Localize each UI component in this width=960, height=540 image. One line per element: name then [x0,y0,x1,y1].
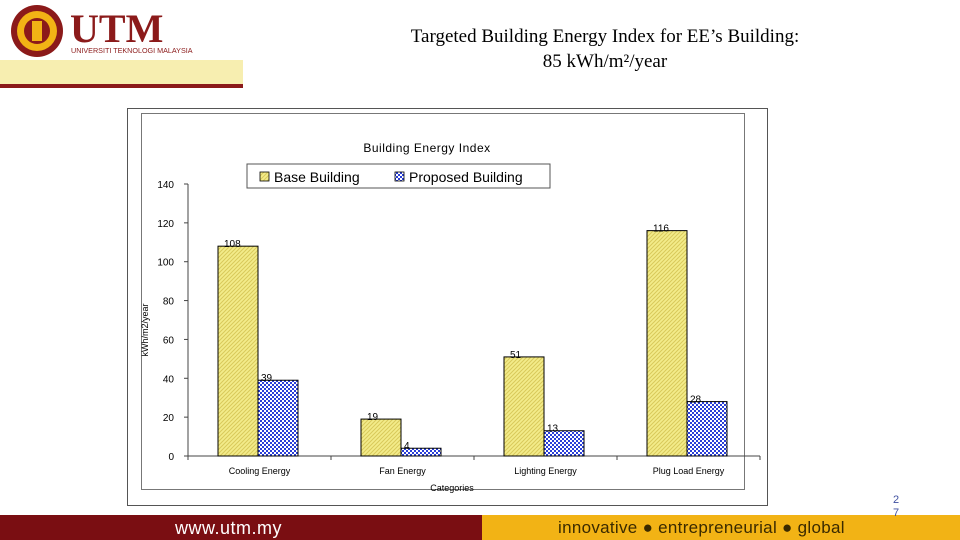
y-tick-label: 40 [163,374,175,385]
chart-title: Building Energy Index [363,141,490,155]
legend-swatch-1 [259,171,270,182]
data-label: 13 [547,424,559,435]
footer-left-band: www.utm.my [0,515,482,540]
y-tick-label: 140 [157,180,174,191]
footer-bar: www.utm.my innovative ● entrepreneurial … [0,515,960,540]
data-label: 28 [690,395,702,406]
utm-wordmark: UTM [70,6,163,51]
y-tick-label: 120 [157,219,174,230]
y-axis-label: kWh/m2/year [140,303,150,356]
x-tick-label: Lighting Energy [514,466,577,476]
x-tick-label: Cooling Energy [229,466,291,476]
data-label: 116 [653,224,669,235]
bar-base-0 [217,245,259,457]
footer-url: www.utm.my [175,518,283,538]
bar-base-1 [360,418,402,457]
data-label: 4 [404,441,410,452]
utm-logo: UTM UNIVERSITI TEKNOLOGI MALAYSIA [11,5,193,57]
bar-proposed-0 [257,379,299,457]
y-tick-label: 100 [157,258,174,269]
y-tick-label: 0 [168,452,174,463]
x-tick-label: Plug Load Energy [653,466,725,476]
x-tick-label: Fan Energy [379,466,426,476]
x-axis-label: Categories [430,483,474,493]
data-label: 51 [510,350,522,361]
bar-base-3 [646,230,688,457]
data-label: 108 [224,239,241,250]
data-label: 19 [367,412,379,423]
utm-subtitle: UNIVERSITI TEKNOLOGI MALAYSIA [71,46,193,55]
logo-bar [0,60,243,88]
page-number: 27 [892,494,900,519]
legend-box [246,163,551,189]
footer-right-band [482,515,960,540]
y-tick-label: 20 [163,413,175,424]
legend-label-2: Proposed Building [409,169,523,185]
bar-proposed-3 [686,401,728,457]
utm-seal-icon [11,5,63,57]
bar-proposed-2 [543,430,585,457]
y-tick-label: 80 [163,297,175,308]
bar-proposed-1 [400,447,442,457]
legend-swatch-2 [394,171,405,182]
legend-label-1: Base Building [274,169,360,185]
chart-plot-frame [141,113,745,490]
slide-title-line1: Targeted Building Energy Index for EE’s … [410,26,800,47]
footer-tagline: innovative ● entrepreneurial ● global [558,518,845,537]
y-tick-label: 60 [163,335,175,346]
slide-title: Targeted Building Energy Index for EE’s … [360,24,850,74]
bar-base-2 [503,356,545,457]
data-label: 39 [261,373,273,384]
slide-title-line2: 85 kWh/m²/year [542,51,668,72]
